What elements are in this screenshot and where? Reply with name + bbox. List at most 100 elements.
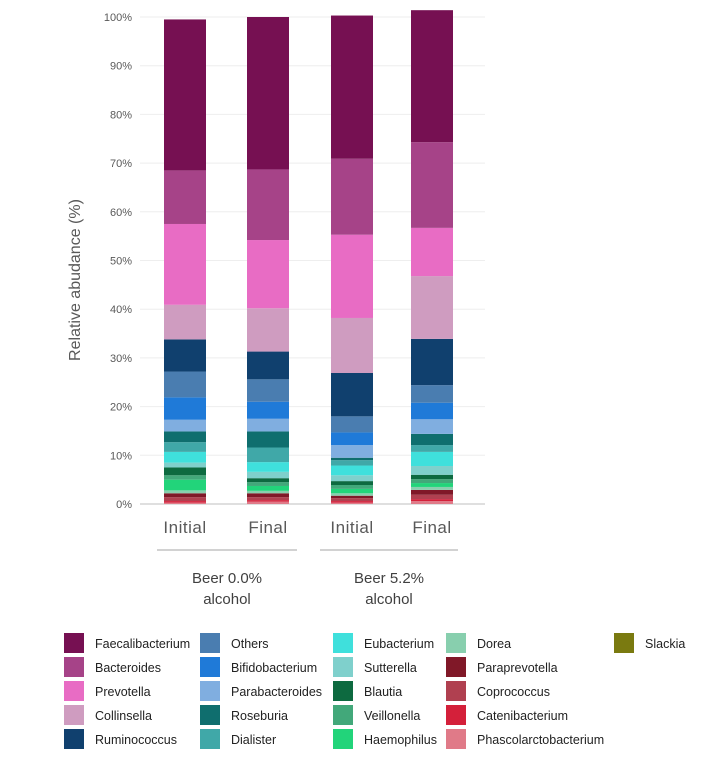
legend-label: Slackia <box>645 637 685 651</box>
bar-segment-dialister <box>411 445 453 452</box>
legend-item-dialister: Dialister <box>200 729 276 749</box>
bar-stack <box>411 10 453 504</box>
legend-swatch <box>333 633 353 653</box>
y-tick-label: 90% <box>110 61 132 73</box>
legend-swatch <box>64 705 84 725</box>
legend-label: Prevotella <box>95 685 151 699</box>
legend-item-collinsella: Collinsella <box>64 705 152 725</box>
bar-segment-bifidobacterium <box>411 402 453 420</box>
legend-item-others: Others <box>200 633 269 653</box>
bar-segment-eubacterium <box>411 451 453 467</box>
bar-segment-dialister <box>331 460 373 466</box>
bar-segment-catenibacterium <box>411 499 453 502</box>
legend-swatch <box>200 681 220 701</box>
legend-item-haemophilus: Haemophilus <box>333 729 437 749</box>
legend-label: Haemophilus <box>364 733 437 747</box>
legend-label: Blautia <box>364 685 402 699</box>
bar-segment-dialister <box>164 442 206 452</box>
bar-stack <box>331 15 373 504</box>
legend-item-catenibacterium: Catenibacterium <box>446 705 568 725</box>
legend-swatch <box>446 633 466 653</box>
bar-segment-parabacteroides <box>164 419 206 432</box>
legend-swatch <box>64 633 84 653</box>
legend-label: Veillonella <box>364 709 420 723</box>
bar-segment-paraprevotella <box>331 495 373 499</box>
legend-label: Eubacterium <box>364 637 434 651</box>
legend-swatch <box>333 729 353 749</box>
bar-segment-sutterella <box>164 462 206 468</box>
bar-segment-phascolarctobacterium <box>411 501 453 504</box>
legend-swatch <box>64 657 84 677</box>
y-tick-label: 30% <box>110 353 132 365</box>
legend-label: Collinsella <box>95 709 152 723</box>
legend-swatch <box>333 657 353 677</box>
bar-segment-parabacteroides <box>331 445 373 458</box>
legend-item-paraprevotella: Paraprevotella <box>446 657 558 677</box>
bar-segment-veillonella <box>247 482 289 486</box>
legend-label: Phascolarctobacterium <box>477 733 604 747</box>
legend-swatch <box>333 681 353 701</box>
bar-segment-ruminococcus <box>247 351 289 380</box>
x-category-labels: Initial Final Initial Final <box>163 518 451 537</box>
bar-segment-eubacterium <box>331 465 373 476</box>
legend-item-sutterella: Sutterella <box>333 657 417 677</box>
x-category-label: Final <box>412 518 451 537</box>
legend-label: Others <box>231 637 269 651</box>
legend-label: Bacteroides <box>95 661 161 675</box>
bar-segment-others <box>331 416 373 433</box>
bar-segment-coprococcus <box>247 497 289 501</box>
bar-segment-blautia <box>247 478 289 483</box>
legend-label: Faecalibacterium <box>95 637 190 651</box>
legend-swatch <box>200 729 220 749</box>
bar-segment-collinsella <box>331 317 373 373</box>
bar-segment-dorea <box>411 486 453 490</box>
bar-segment-coprococcus <box>164 497 206 502</box>
bar-segment-sutterella <box>331 475 373 482</box>
x-category-label: Initial <box>163 518 206 537</box>
bar-segment-phascolarctobacterium <box>164 502 206 504</box>
bar-segment-others <box>247 379 289 402</box>
legend-item-eubacterium: Eubacterium <box>333 633 434 653</box>
legend-swatch <box>446 705 466 725</box>
y-tick-label: 40% <box>110 304 132 316</box>
bar-segment-dorea <box>331 493 373 496</box>
bar-segment-bacteroides <box>247 169 289 241</box>
legend-item-phascolarctobacterium: Phascolarctobacterium <box>446 729 604 749</box>
bar-segment-coprococcus <box>411 494 453 500</box>
group-labels: Beer 0.0% alcohol Beer 5.2% alcohol <box>157 549 458 608</box>
legend-item-slackia: Slackia <box>614 633 685 653</box>
legend-item-veillonella: Veillonella <box>333 705 420 725</box>
legend-label: Sutterella <box>364 661 417 675</box>
legend-item-coprococcus: Coprococcus <box>446 681 550 701</box>
bar-segment-blautia <box>411 474 453 480</box>
legend-label: Paraprevotella <box>477 661 558 675</box>
bar-segment-blautia <box>331 481 373 486</box>
bar-segment-veillonella <box>164 475 206 480</box>
bar-segment-roseburia <box>164 431 206 443</box>
legend: Faecalibacterium Bacteroides Prevotella Col… <box>64 633 685 749</box>
bar-segment-faecalibacterium <box>411 10 453 143</box>
bar-segment-ruminococcus <box>331 372 373 417</box>
bar-segment-faecalibacterium <box>164 19 206 171</box>
legend-swatch <box>446 681 466 701</box>
legend-label: Dialister <box>231 733 276 747</box>
bar-segment-bifidobacterium <box>164 397 206 420</box>
bar-segment-haemophilus <box>411 483 453 487</box>
legend-item-dorea: Dorea <box>446 633 511 653</box>
bar-segment-haemophilus <box>331 488 373 494</box>
y-tick-label: 80% <box>110 109 132 121</box>
bar-segment-blautia <box>164 467 206 476</box>
bar-segment-collinsella <box>247 308 289 352</box>
bar-segment-paraprevotella <box>247 493 289 498</box>
y-tick-label: 10% <box>110 450 132 462</box>
legend-swatch <box>64 729 84 749</box>
bar-stack <box>247 17 289 504</box>
bar-segment-catenibacterium <box>331 501 373 503</box>
bar-segment-phascolarctobacterium <box>247 501 289 504</box>
legend-label: Roseburia <box>231 709 288 723</box>
legend-swatch <box>446 657 466 677</box>
y-axis-label: Relative abudance (%) <box>67 199 84 361</box>
bar-segment-veillonella <box>411 479 453 484</box>
group-label-line1: Beer 5.2% <box>354 570 424 587</box>
bar-segment-phascolarctobacterium <box>331 502 373 504</box>
